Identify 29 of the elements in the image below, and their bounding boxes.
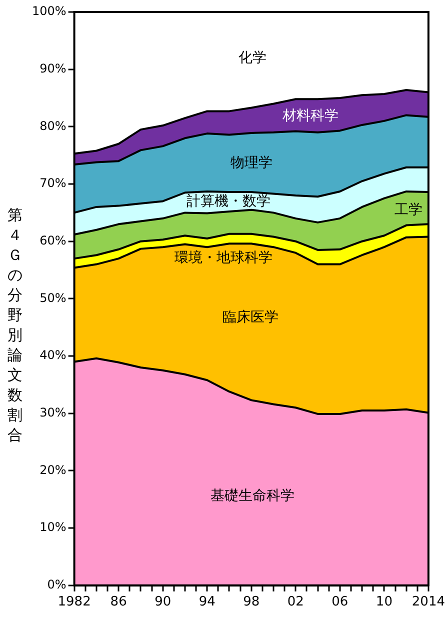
- y-tick-label: 80%: [40, 118, 66, 133]
- x-tick-label: 02: [287, 594, 304, 610]
- y-tick-label: 100%: [32, 4, 66, 18]
- series-label: 化学: [238, 50, 266, 66]
- series-label: 物理学: [230, 154, 272, 171]
- series-label: 環境・地球科学: [174, 250, 272, 266]
- series-label: 計算機・数学: [186, 193, 270, 210]
- series-label: 臨床医学: [222, 310, 278, 326]
- x-tick-label: 06: [332, 594, 348, 610]
- y-tick-label: 60%: [40, 233, 66, 248]
- x-tick-label: 86: [110, 594, 127, 610]
- y-tick-label: 70%: [40, 176, 66, 190]
- series-label: 工学: [394, 202, 422, 218]
- y-tick-label: 30%: [40, 406, 66, 420]
- series-label: 基礎生命科学: [210, 488, 294, 504]
- y-tick-label: 40%: [40, 348, 66, 362]
- y-tick-label: 90%: [40, 61, 66, 76]
- y-tick-label: 0%: [47, 578, 66, 592]
- x-tick-label: 1982: [58, 594, 91, 610]
- x-tick-label: 2014: [412, 594, 446, 610]
- text: 第４Ｇの分野別論文数割合: [8, 206, 22, 444]
- x-tick-label: 94: [198, 594, 216, 610]
- series-label: 材料科学: [281, 108, 338, 124]
- y-tick-label: 50%: [40, 290, 66, 305]
- x-tick-label: 98: [243, 594, 260, 610]
- x-tick-label: 90: [154, 594, 172, 610]
- x-tick-label: 10: [376, 594, 392, 610]
- y-tick-label: 10%: [40, 520, 66, 534]
- y-tick-label: 20%: [40, 462, 66, 477]
